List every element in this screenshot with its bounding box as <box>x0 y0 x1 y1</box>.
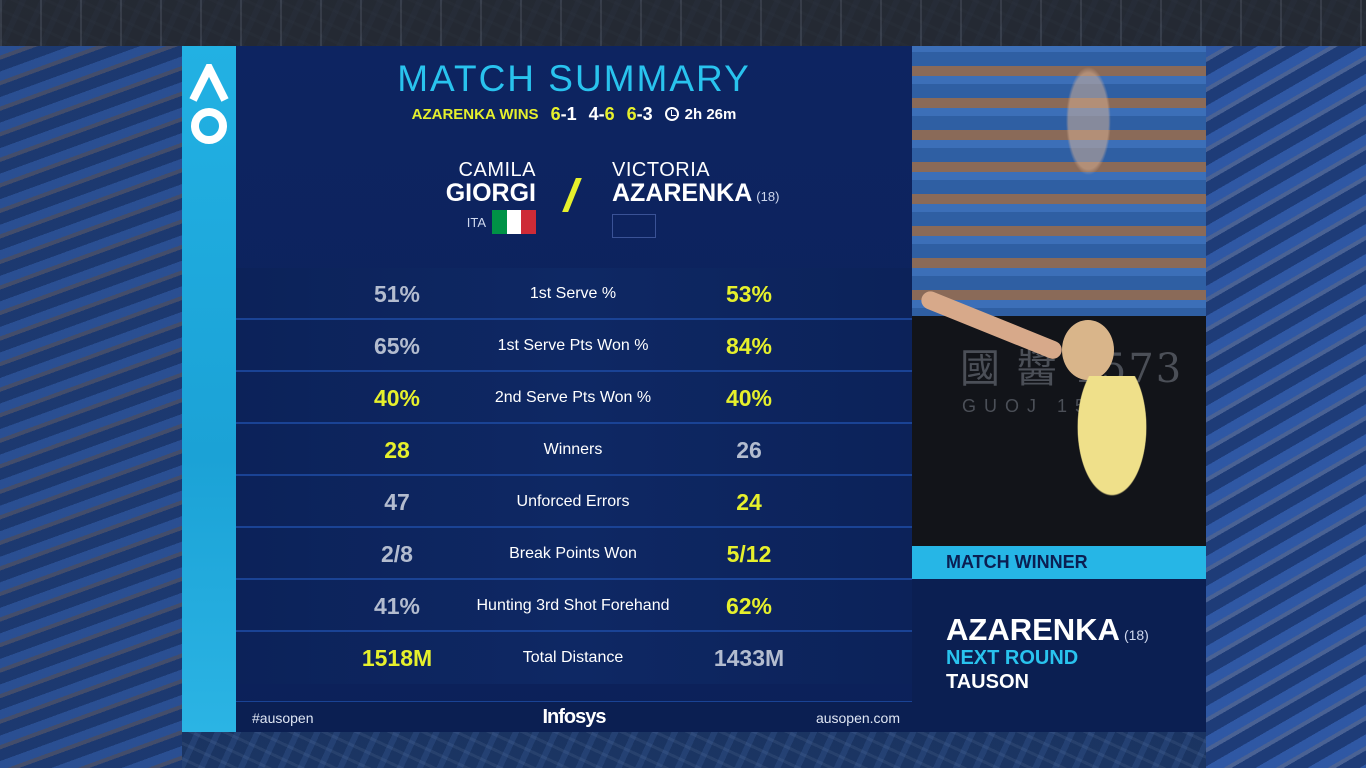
duration-value: 2h 26m <box>684 105 737 123</box>
player-head <box>1062 320 1114 380</box>
stat-right-value: 5/12 <box>726 541 772 567</box>
stat-label: Winners <box>543 441 603 458</box>
hashtag: #ausopen <box>252 710 314 726</box>
stat-right-value: 40% <box>725 385 773 411</box>
winner-seed: (18) <box>1123 627 1149 643</box>
stat-row: 41% Hunting 3rd Shot Forehand 62% <box>236 580 912 632</box>
stat-label: 2nd Serve Pts Won % <box>494 389 652 406</box>
stat-label: Hunting 3rd Shot Forehand <box>476 597 670 614</box>
stat-left-value: 41% <box>373 593 421 619</box>
stat-right-value: 24 <box>736 489 762 515</box>
clock-icon <box>664 107 679 121</box>
stat-right-value: 62% <box>725 593 773 619</box>
panel-footer: #ausopen Infosys ausopen.com <box>236 701 912 732</box>
page-title: MATCH SUMMARY <box>397 58 751 99</box>
stat-left-value: 51% <box>373 281 421 307</box>
player-country: ITA <box>466 214 486 230</box>
match-summary-panel: MATCH SUMMARY AZARENKA WINS 6-1 4-6 6-3 … <box>236 46 912 732</box>
player-figure <box>1052 376 1172 546</box>
stat-right-value: 1433M <box>713 645 785 671</box>
stat-label: Total Distance <box>522 649 624 666</box>
match-winner-box: MATCH WINNER AZARENKA (18) NEXT ROUND TAU… <box>912 546 1206 732</box>
stat-left-value: 28 <box>384 437 410 463</box>
stat-label: Unforced Errors <box>516 493 630 510</box>
stat-label: Break Points Won <box>509 545 637 562</box>
next-opponent: TAUSON <box>946 671 1029 693</box>
next-round-label: NEXT ROUND <box>946 647 1079 669</box>
stat-label: 1st Serve Pts Won % <box>497 337 649 354</box>
stat-row: 65% 1st Serve Pts Won % 84% <box>236 320 912 372</box>
versus-slash <box>562 178 582 212</box>
stat-left-value: 2/8 <box>381 541 413 567</box>
brand-bar <box>182 46 236 732</box>
player-first-name: CAMILA <box>458 159 536 181</box>
italy-flag-icon <box>492 210 537 234</box>
set-score: 4-6 <box>588 103 615 124</box>
stat-row: 2/8 Break Points Won 5/12 <box>236 528 912 580</box>
stat-left-value: 40% <box>373 385 421 411</box>
stands-left <box>0 46 182 768</box>
match-winner-label: MATCH WINNER <box>912 546 1206 579</box>
player-photo: 國 醬 1573 GUOJ 1573 <box>912 46 1206 546</box>
player-seed: (18) <box>756 189 780 204</box>
winner-name: AZARENKA (18) <box>946 612 1149 647</box>
winner-text: AZARENKA WINS <box>411 105 539 123</box>
stat-row: 47 Unforced Errors 24 <box>236 476 912 528</box>
match-result: AZARENKA WINS 6-1 4-6 6-3 2h 26m <box>236 104 912 124</box>
set-score: 6-3 <box>626 103 653 124</box>
player-first-name: VICTORIA <box>612 159 711 181</box>
website-link: ausopen.com <box>815 710 900 726</box>
stat-right-value: 53% <box>725 281 773 307</box>
stat-left-value: 47 <box>384 489 410 515</box>
stat-right-value: 84% <box>725 333 773 359</box>
stat-left-value: 65% <box>373 333 421 359</box>
set-score: 6-1 <box>550 103 577 124</box>
arena-roof <box>0 0 1366 46</box>
stat-row: 40% 2nd Serve Pts Won % 40% <box>236 372 912 424</box>
stands-right <box>1206 46 1366 768</box>
sponsor-logo: Infosys <box>542 706 606 728</box>
stat-label: 1st Serve % <box>529 285 617 302</box>
stat-row: 51% 1st Serve % 53% <box>236 268 912 320</box>
match-duration: 2h 26m <box>664 105 737 123</box>
ao-logo-icon <box>189 64 229 144</box>
player-last-name: AZARENKA (18) <box>612 179 780 207</box>
flag-placeholder-icon <box>612 214 656 238</box>
player-left: CAMILA GIORGI ITA <box>416 159 537 234</box>
stat-row: 28 Winners 26 <box>236 424 912 476</box>
stats-table: 51% 1st Serve % 53% 65% 1st Serve Pts Wo… <box>236 268 912 684</box>
player-last-name: GIORGI <box>445 179 536 207</box>
stat-row: 1518M Total Distance 1433M <box>236 632 912 684</box>
stat-right-value: 26 <box>736 437 762 463</box>
stat-left-value: 1518M <box>361 645 433 671</box>
player-right: VICTORIA AZARENKA (18) <box>612 160 812 238</box>
